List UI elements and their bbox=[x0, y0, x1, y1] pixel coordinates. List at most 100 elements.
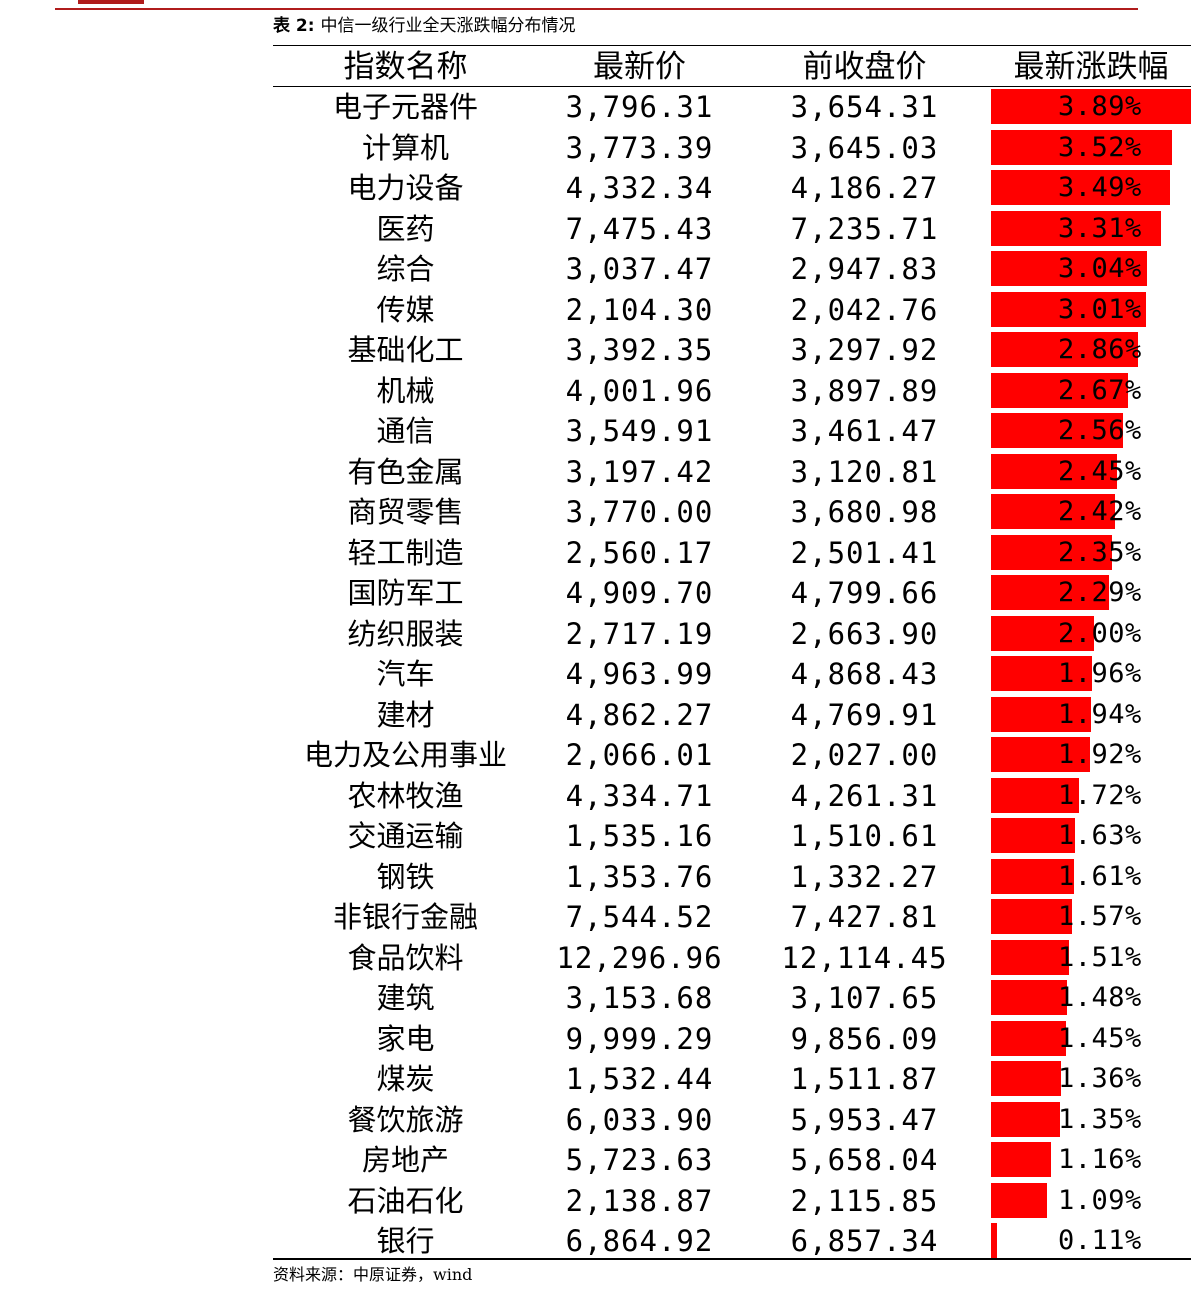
change-bar bbox=[991, 696, 1091, 732]
table-row: 综合 3,037.47 2,947.83 3.04% bbox=[273, 249, 1191, 290]
change-bar bbox=[991, 939, 1069, 975]
table-row: 有色金属 3,197.42 3,120.81 2.45% bbox=[273, 452, 1191, 493]
prev-close-cell: 2,027.00 bbox=[790, 738, 939, 772]
change-percent-cell: 3.89% bbox=[1058, 91, 1142, 122]
table-top-rule bbox=[273, 45, 1191, 46]
prev-close-cell: 4,868.43 bbox=[790, 657, 939, 691]
table-row: 纺织服装 2,717.19 2,663.90 2.00% bbox=[273, 614, 1191, 655]
prev-close-cell: 2,115.85 bbox=[790, 1183, 939, 1218]
prev-close-cell: 2,042.76 bbox=[790, 292, 939, 327]
change-bar bbox=[991, 615, 1094, 651]
change-bar bbox=[991, 1020, 1066, 1056]
index-name-cell: 有色金属 bbox=[347, 454, 464, 489]
prev-close-cell: 2,947.83 bbox=[790, 252, 939, 286]
latest-price-cell: 6,864.92 bbox=[565, 1224, 714, 1258]
change-percent-cell: 1.36% bbox=[1058, 1063, 1142, 1094]
latest-price-cell: 4,332.34 bbox=[565, 171, 714, 205]
header-latest-price: 最新价 bbox=[593, 49, 686, 85]
table-row: 电力设备 4,332.34 4,186.27 3.49% bbox=[273, 168, 1191, 209]
index-name-cell: 传媒 bbox=[376, 292, 435, 327]
table-row: 机械 4,001.96 3,897.89 2.67% bbox=[273, 371, 1191, 412]
change-bar bbox=[991, 89, 1191, 124]
index-name-cell: 医药 bbox=[376, 211, 435, 246]
index-name-cell: 食品饮料 bbox=[347, 940, 464, 975]
header-accent-mark bbox=[78, 0, 144, 4]
source-note: 资料来源：中原证券，wind bbox=[273, 1265, 473, 1284]
latest-price-cell: 4,862.27 bbox=[565, 697, 714, 732]
prev-close-cell: 4,799.66 bbox=[790, 576, 939, 610]
change-bar bbox=[991, 129, 1172, 165]
prev-close-cell: 3,120.81 bbox=[790, 454, 939, 489]
table-row: 国防军工 4,909.70 4,799.66 2.29% bbox=[273, 573, 1191, 614]
index-name-cell: 轻工制造 bbox=[347, 535, 464, 570]
prev-close-cell: 5,658.04 bbox=[790, 1143, 939, 1177]
index-name-cell: 通信 bbox=[376, 414, 435, 448]
change-percent-cell: 3.04% bbox=[1058, 253, 1142, 284]
table-row: 基础化工 3,392.35 3,297.92 2.86% bbox=[273, 330, 1191, 371]
prev-close-cell: 5,953.47 bbox=[790, 1102, 939, 1137]
latest-price-cell: 4,334.71 bbox=[565, 778, 714, 813]
index-name-cell: 交通运输 bbox=[347, 819, 464, 853]
table-body: 电子元器件 3,796.31 3,654.31 3.89% 计算机 3,773.39 3,6… bbox=[273, 87, 1191, 1262]
prev-close-cell: 2,663.90 bbox=[790, 616, 939, 651]
prev-close-cell: 9,856.09 bbox=[790, 1021, 939, 1056]
table-row: 传媒 2,104.30 2,042.76 3.01% bbox=[273, 290, 1191, 331]
index-name-cell: 餐饮旅游 bbox=[347, 1102, 464, 1137]
index-name-cell: 计算机 bbox=[361, 130, 449, 165]
table-row: 电力及公用事业 2,066.01 2,027.00 1.92% bbox=[273, 735, 1191, 776]
change-percent-cell: 2.67% bbox=[1058, 374, 1142, 406]
table-row: 建材 4,862.27 4,769.91 1.94% bbox=[273, 695, 1191, 736]
prev-close-cell: 3,680.98 bbox=[790, 495, 939, 529]
prev-close-cell: 3,461.47 bbox=[790, 414, 939, 448]
index-name-cell: 石油石化 bbox=[347, 1183, 464, 1218]
prev-close-cell: 2,501.41 bbox=[790, 535, 939, 570]
change-percent-cell: 1.72% bbox=[1058, 779, 1142, 811]
latest-price-cell: 2,104.30 bbox=[565, 292, 714, 327]
prev-close-cell: 3,645.03 bbox=[790, 130, 939, 165]
table-row: 轻工制造 2,560.17 2,501.41 2.35% bbox=[273, 533, 1191, 574]
change-percent-cell: 2.45% bbox=[1058, 455, 1142, 487]
change-bar bbox=[991, 899, 1072, 934]
table-row: 通信 3,549.91 3,461.47 2.56% bbox=[273, 411, 1191, 452]
change-bar bbox=[991, 494, 1115, 529]
change-percent-cell: 2.56% bbox=[1058, 415, 1142, 446]
table-row: 非银行金融 7,544.52 7,427.81 1.57% bbox=[273, 897, 1191, 938]
index-name-cell: 建材 bbox=[376, 697, 435, 732]
change-bar bbox=[991, 818, 1075, 853]
table-header-row: 指数名称 最新价 前收盘价 最新涨跌幅 bbox=[273, 46, 1191, 86]
latest-price-cell: 2,066.01 bbox=[565, 738, 714, 772]
change-bar bbox=[991, 534, 1112, 570]
index-name-cell: 钢铁 bbox=[376, 859, 435, 894]
table-row: 汽车 4,963.99 4,868.43 1.96% bbox=[273, 654, 1191, 695]
table-row: 餐饮旅游 6,033.90 5,953.47 1.35% bbox=[273, 1100, 1191, 1141]
latest-price-cell: 3,549.91 bbox=[565, 414, 714, 448]
index-name-cell: 银行 bbox=[376, 1224, 435, 1258]
prev-close-cell: 7,427.81 bbox=[790, 900, 939, 934]
latest-price-cell: 12,296.96 bbox=[556, 940, 723, 975]
latest-price-cell: 4,909.70 bbox=[565, 576, 714, 610]
table-row: 计算机 3,773.39 3,645.03 3.52% bbox=[273, 128, 1191, 169]
index-name-cell: 商贸零售 bbox=[347, 495, 464, 529]
change-percent-cell: 1.48% bbox=[1058, 982, 1142, 1013]
change-bar bbox=[991, 332, 1138, 367]
change-percent-cell: 3.31% bbox=[1058, 212, 1142, 244]
table-row: 医药 7,475.43 7,235.71 3.31% bbox=[273, 209, 1191, 250]
change-bar bbox=[991, 170, 1170, 205]
prev-close-cell: 1,510.61 bbox=[790, 819, 939, 853]
change-percent-cell: 1.96% bbox=[1058, 658, 1142, 689]
index-name-cell: 国防军工 bbox=[347, 576, 464, 610]
index-name-cell: 房地产 bbox=[361, 1143, 449, 1177]
change-percent-cell: 1.61% bbox=[1058, 860, 1142, 892]
latest-price-cell: 1,535.16 bbox=[565, 819, 714, 853]
index-name-cell: 煤炭 bbox=[376, 1062, 435, 1096]
change-bar bbox=[991, 980, 1067, 1015]
latest-price-cell: 6,033.90 bbox=[565, 1102, 714, 1137]
change-bar bbox=[991, 777, 1079, 813]
index-name-cell: 综合 bbox=[376, 252, 435, 286]
latest-price-cell: 2,560.17 bbox=[565, 535, 714, 570]
latest-price-cell: 3,153.68 bbox=[565, 981, 714, 1015]
change-bar bbox=[991, 1182, 1047, 1218]
latest-price-cell: 4,001.96 bbox=[565, 373, 714, 408]
prev-close-cell: 7,235.71 bbox=[790, 211, 939, 246]
change-percent-cell: 3.52% bbox=[1058, 131, 1142, 163]
